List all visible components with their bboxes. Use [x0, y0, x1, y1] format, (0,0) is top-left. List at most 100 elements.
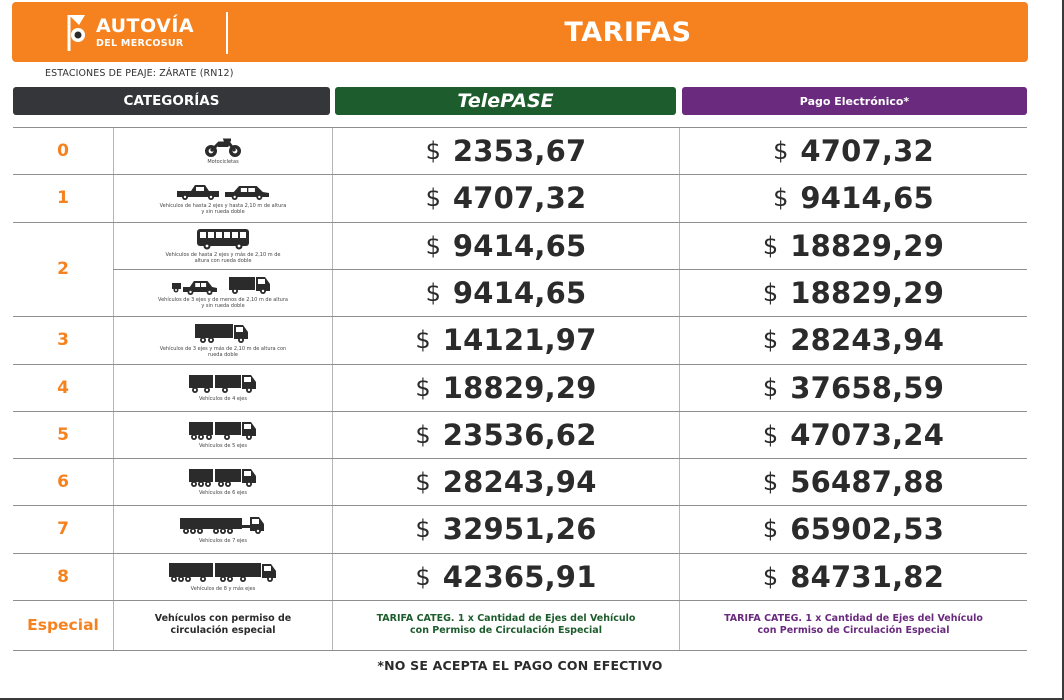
telepase-price: $18829,29 [333, 364, 679, 411]
special-telepase-rule: TARIFA CATEG. 1 x Cantidad de Ejes del V… [376, 613, 636, 636]
grid-hline [13, 174, 1027, 175]
category-number: 4 [57, 377, 69, 398]
grid-hline [13, 650, 1027, 651]
electronic-price: $18829,29 [680, 222, 1027, 269]
special-description: Vehículos con permiso de circulación esp… [154, 613, 292, 636]
category-number: 7 [57, 519, 69, 539]
currency-symbol: $ [762, 231, 779, 260]
header-divider [226, 12, 228, 54]
category-number: 0 [57, 140, 69, 161]
category-number: 5 [57, 424, 69, 445]
currency-symbol: $ [415, 373, 431, 402]
price-value: 18829,29 [442, 370, 597, 405]
truck-7-axle-icon [180, 516, 264, 534]
currency-symbol: $ [762, 515, 779, 543]
truck-5-axle-icon [189, 422, 256, 440]
grid-hline [13, 222, 1027, 223]
category-number: 1 [57, 188, 69, 208]
vehicle-type-cell: Vehículos de 5 ejes [114, 411, 332, 458]
category-number: 2 [57, 259, 69, 279]
telepase-price: $32951,26 [333, 505, 679, 553]
electronic-price: $37658,59 [680, 364, 1027, 411]
telepase-price: $42365,91 [333, 553, 679, 600]
vehicle-type-cell: Vehículos de 4 ejes [114, 364, 332, 411]
electronic-price: $56487,88 [680, 458, 1027, 505]
vehicle-caption: Vehículos de 8 y más ejes [190, 586, 256, 592]
electronic-price: $9414,65 [680, 174, 1027, 222]
currency-symbol: $ [415, 326, 431, 354]
vehicle-type-cell: Vehículos de 6 ejes [114, 458, 332, 505]
truck-8-axle-icon [169, 563, 276, 582]
truck-4-axle-icon [189, 375, 256, 393]
vehicle-type-cell: Vehículos de 3 ejes y de menos de 2,10 m… [114, 269, 332, 316]
page-title: TARIFAS [564, 16, 692, 48]
currency-symbol: $ [425, 136, 441, 165]
vehicle-type-cell: Motocicletas [114, 127, 332, 174]
electronic-price: $18829,29 [680, 269, 1027, 316]
currency-symbol: $ [762, 278, 779, 307]
vehicle-type-cell: Vehículos de 3 ejes y más de 2,10 m de a… [114, 316, 332, 364]
currency-symbol: $ [425, 231, 441, 260]
price-value: 18829,29 [790, 275, 945, 310]
grid-hline [13, 364, 1027, 365]
price-value: 56487,88 [790, 464, 945, 499]
grid-vline [113, 127, 114, 650]
grid-hline [13, 127, 1027, 128]
grid-vline [679, 127, 680, 650]
price-value: 47073,24 [790, 417, 945, 452]
vehicle-caption: Vehículos de 3 ejes y de menos de 2,10 m… [158, 297, 288, 309]
special-electronic-rule: TARIFA CATEG. 1 x Cantidad de Ejes del V… [724, 613, 983, 636]
currency-symbol: $ [415, 562, 431, 591]
vehicle-caption: Vehículos de hasta 2 ejes y más de 2,10 … [165, 252, 281, 264]
price-value: 23536,62 [442, 417, 597, 452]
grid-hline [13, 316, 1027, 317]
vehicle-caption: Vehículos de hasta 2 ejes y hasta 2,10 m… [159, 202, 287, 215]
currency-symbol: $ [773, 136, 789, 165]
telepase-price: $2353,67 [333, 127, 679, 174]
vehicle-type-cell: Vehículos de 7 ejes [114, 505, 332, 553]
currency-symbol: $ [415, 515, 431, 543]
currency-symbol: $ [762, 373, 779, 402]
grid-vline [332, 127, 333, 650]
price-value: 9414,65 [800, 181, 934, 215]
car-trailer-truck-icon [172, 277, 270, 295]
price-value: 4707,32 [452, 181, 587, 215]
currency-symbol: $ [762, 562, 779, 591]
grid-hline [13, 600, 1027, 601]
price-value: 14121,97 [442, 323, 597, 357]
electronic-price: $4707,32 [680, 127, 1027, 174]
price-value: 28243,94 [442, 464, 597, 499]
car-pickup-icon [177, 184, 269, 200]
vehicle-caption: Motocicletas [207, 159, 239, 165]
electronic-price: $84731,82 [680, 553, 1027, 600]
toll-station-label: ESTACIONES DE PEAJE: ZÁRATE (RN12) [45, 68, 234, 79]
telepase-price: $23536,62 [333, 411, 679, 458]
currency-symbol: $ [762, 420, 779, 449]
vehicle-type-cell: Vehículos de hasta 2 ejes y hasta 2,10 m… [114, 174, 332, 222]
logo-subtitle: DEL MERCOSUR [96, 38, 184, 50]
autovia-logo: AUTOVÍA DEL MERCOSUR [66, 12, 194, 54]
telepase-price: $28243,94 [333, 458, 679, 505]
price-value: 42365,91 [442, 559, 597, 594]
currency-symbol: $ [425, 184, 441, 212]
grid-hline [13, 553, 1027, 554]
electronic-price: $65902,53 [680, 505, 1027, 553]
bus-icon [197, 229, 249, 250]
vehicle-caption: Vehículos de 6 ejes [199, 490, 247, 496]
category-number: 8 [57, 566, 69, 587]
price-value: 4707,32 [800, 133, 934, 168]
category-number: 3 [57, 330, 69, 350]
vehicle-caption: Vehículos de 7 ejes [199, 537, 247, 544]
telepase-price: $14121,97 [333, 316, 679, 364]
vehicle-type-cell: Vehículos de 8 y más ejes [114, 553, 332, 600]
electronic-price: $28243,94 [680, 316, 1027, 364]
header-bar: AUTOVÍA DEL MERCOSUR TARIFAS [12, 2, 1028, 62]
currency-symbol: $ [425, 278, 441, 307]
telepase-price: $4707,32 [333, 174, 679, 222]
price-value: 9414,65 [452, 228, 587, 263]
telepase-price: $9414,65 [333, 269, 679, 316]
cash-not-accepted-note: *NO SE ACEPTA EL PAGO CON EFECTIVO [377, 658, 663, 673]
grid-hline [13, 458, 1027, 459]
price-value: 9414,65 [452, 275, 587, 310]
